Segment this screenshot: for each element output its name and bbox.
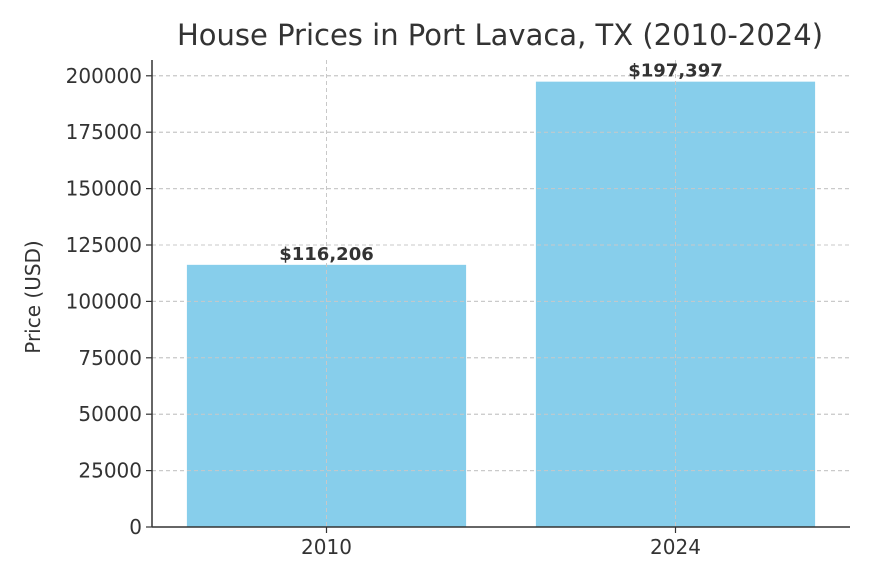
y-tick-label: 25000 [78, 459, 142, 483]
x-tick-label: 2010 [301, 535, 352, 559]
data-labels: $116,206 $197,397 [279, 61, 723, 265]
y-tick-label: 0 [129, 515, 142, 539]
data-label: $197,397 [628, 61, 723, 82]
y-tick-label: 200000 [66, 64, 142, 88]
x-tick-label: 2024 [650, 535, 701, 559]
y-tick-label: 75000 [78, 346, 142, 370]
y-tick-label: 50000 [78, 402, 142, 426]
y-axis-label: Price (USD) [21, 240, 45, 354]
y-tick-label: 175000 [66, 120, 142, 144]
data-label: $116,206 [279, 244, 374, 265]
bars [152, 60, 850, 528]
y-tick-label: 100000 [66, 289, 142, 313]
y-tick-label: 150000 [66, 177, 142, 201]
axes [146, 60, 850, 533]
chart-title: House Prices in Port Lavaca, TX (2010-20… [177, 18, 823, 52]
tick-labels: 0 25000 50000 75000 100000 125000 150000 175000… [66, 64, 701, 559]
y-tick-label: 125000 [66, 233, 142, 257]
